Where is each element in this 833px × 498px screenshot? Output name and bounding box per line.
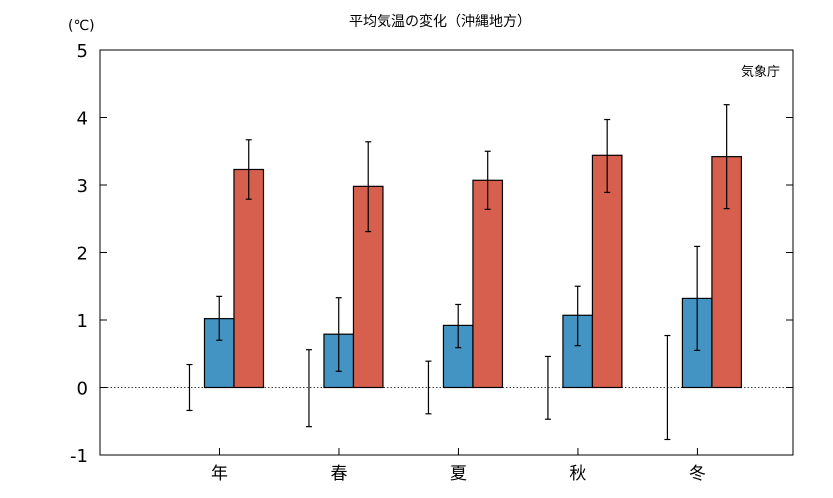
chart-title: 平均気温の変化（沖縄地方） <box>349 13 531 30</box>
y-tick-label: 0 <box>77 379 88 400</box>
bar-series2 <box>591 154 623 389</box>
annotation: 気象庁 <box>741 64 780 80</box>
plot-frame <box>99 49 794 456</box>
y-tick-label: 4 <box>77 109 88 130</box>
x-tick-label: 秋 <box>569 464 586 484</box>
y-tick-label: 5 <box>77 41 88 62</box>
bar-series2 <box>472 179 504 389</box>
x-tick-label: 冬 <box>689 464 706 484</box>
bar-series1 <box>442 324 474 389</box>
y-axis-unit: (℃) <box>68 18 95 34</box>
x-tick-label: 夏 <box>450 464 467 484</box>
y-tick-label: -1 <box>70 446 88 467</box>
x-tick-label: 春 <box>330 464 347 484</box>
y-tick-label: 2 <box>77 244 88 265</box>
y-tick-label: 3 <box>77 176 88 197</box>
x-tick-label: 年 <box>211 464 228 484</box>
bar-series2 <box>233 168 265 389</box>
y-tick-label: 1 <box>77 311 88 332</box>
